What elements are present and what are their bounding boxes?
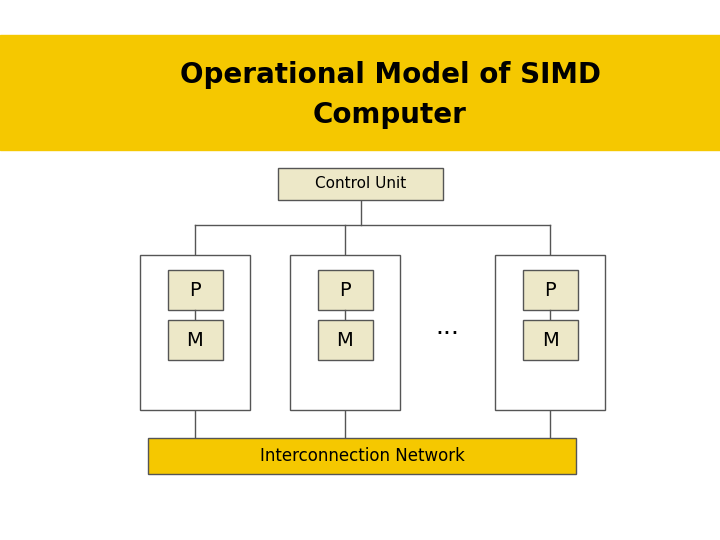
Text: P: P: [339, 280, 351, 300]
Text: M: M: [186, 330, 203, 349]
Text: Control Unit: Control Unit: [315, 177, 406, 192]
Bar: [523, 270, 577, 310]
Bar: [148, 438, 576, 474]
Text: Operational Model of SIMD: Operational Model of SIMD: [179, 61, 600, 89]
Bar: [523, 320, 577, 360]
Bar: [168, 270, 222, 310]
Bar: [495, 255, 605, 410]
Bar: [278, 168, 443, 200]
Text: P: P: [189, 280, 201, 300]
Text: ...: ...: [436, 315, 459, 340]
Bar: [140, 255, 250, 410]
Bar: [318, 270, 372, 310]
Bar: [318, 320, 372, 360]
Text: Computer: Computer: [313, 101, 467, 129]
Bar: [168, 320, 222, 360]
Text: P: P: [544, 280, 556, 300]
Text: M: M: [337, 330, 354, 349]
Text: M: M: [541, 330, 559, 349]
Bar: [290, 255, 400, 410]
Text: Interconnection Network: Interconnection Network: [260, 447, 464, 465]
Bar: [0, 35, 720, 150]
